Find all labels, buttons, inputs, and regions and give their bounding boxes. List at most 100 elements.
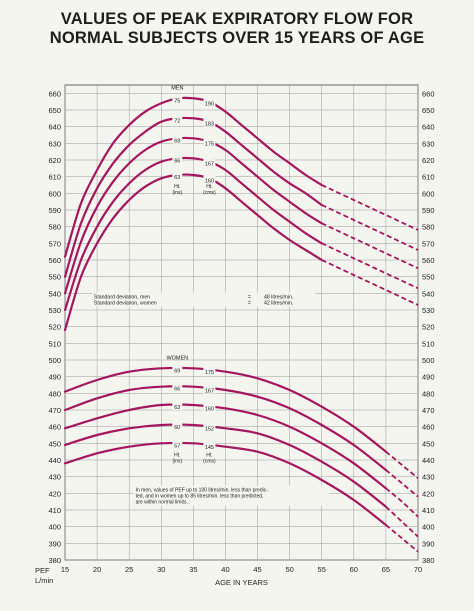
men-curve-63in: [63, 173, 323, 332]
men-label-gap: [172, 135, 183, 144]
y-tick-label-left: 550: [48, 273, 61, 282]
men-curve-69in-extrapolated: [321, 222, 419, 270]
y-tick-label-right: 560: [422, 256, 435, 265]
men-label-gap: [203, 138, 216, 147]
y-tick-label-right: 570: [422, 239, 435, 248]
y-tick-label-left: 430: [48, 473, 61, 482]
men-curve-75in-extrapolated: [321, 184, 419, 231]
y-tick-label-left: 530: [48, 306, 61, 315]
women-label-gap: [203, 423, 216, 432]
women-label-gap: [203, 367, 216, 375]
normal-limits-note-line: ted, and in women up to 85 litres/min. l…: [136, 494, 264, 500]
y-tick-label-right: 540: [422, 289, 435, 298]
women-label-gap: [172, 365, 183, 374]
men-ht-header: Ht.: [206, 184, 212, 190]
women-label-gap: [172, 383, 183, 392]
y-tick-label-left: 540: [48, 289, 61, 298]
women-ht-header: Ht.: [174, 452, 180, 458]
y-tick-label-left: 410: [48, 506, 61, 515]
y-tick-label-right: 410: [422, 506, 435, 515]
women-ht-header: Ht.: [206, 452, 212, 458]
y-tick-label-right: 640: [422, 123, 435, 132]
women-height-cms-label: 175: [205, 370, 214, 376]
sd-annotation-box: [92, 292, 316, 307]
y-tick-label-right: 520: [422, 323, 435, 332]
women-group-label: WOMEN: [166, 355, 188, 361]
y-tick-label-right: 550: [422, 273, 435, 282]
sd-men-label: Standard deviation, men: [94, 294, 150, 300]
men-label-gap: [203, 118, 216, 127]
women-label-gap: [172, 440, 183, 449]
women-label-gap: [172, 422, 183, 430]
men-height-cms-label: 160: [205, 178, 214, 184]
men-curve-63in-extrapolated: [321, 259, 419, 306]
sd-women-label: Standard deviation, women: [94, 300, 157, 306]
y-tick-label-right: 600: [422, 189, 435, 198]
y-tick-label-left: 640: [48, 123, 61, 132]
men-height-cms-label: 183: [205, 122, 214, 128]
y-tick-label-left: 660: [48, 89, 61, 98]
women-height-inches-label: 57: [174, 443, 180, 449]
men-ht-unit-cms: (cms): [203, 190, 216, 196]
men-height-cms-label: 190: [205, 102, 214, 108]
women-height-inches-label: 63: [174, 405, 180, 411]
chart-title-line-2: NORMAL SUBJECTS OVER 15 YEARS OF AGE: [49, 29, 425, 47]
y-tick-label-left: 560: [48, 256, 61, 265]
y-tick-label-left: 450: [48, 439, 61, 448]
x-tick-label: 65: [382, 565, 390, 574]
men-height-inches-label: 69: [174, 138, 180, 144]
x-tick-label: 55: [318, 565, 326, 574]
women-curve-66in-extrapolated: [385, 469, 419, 498]
y-tick-label-left: 590: [48, 206, 61, 215]
sd-men-value: 48 litres/min.: [264, 294, 293, 300]
y-tick-label-right: 510: [422, 339, 435, 348]
y-tick-label-left: 510: [48, 339, 61, 348]
normal-limits-note-line: are within normal limits.: [136, 500, 188, 506]
y-tick-label-left: 620: [48, 156, 61, 165]
women-height-cms-label: 160: [205, 407, 214, 413]
women-height-inches-label: 60: [174, 425, 180, 431]
y-tick-label-right: 450: [422, 439, 435, 448]
y-axis-label-unit: L/min: [35, 576, 53, 585]
y-tick-label-left: 570: [48, 239, 61, 248]
men-height-inches-label: 63: [174, 175, 180, 181]
y-tick-label-right: 390: [422, 539, 435, 548]
men-curve-66in: [63, 156, 323, 312]
x-tick-label: 20: [93, 565, 101, 574]
men-label-gap: [172, 95, 183, 104]
x-axis-label: AGE IN YEARS: [215, 578, 268, 587]
men-ht-header: Ht.: [174, 184, 180, 190]
y-tick-label-left: 650: [48, 106, 61, 115]
normal-limits-note-line: In men, values of PEF up to 100 litres/m…: [136, 488, 269, 494]
x-tick-label: 25: [125, 565, 133, 574]
y-tick-label-right: 440: [422, 456, 435, 465]
men-label-gap: [172, 155, 183, 164]
women-height-inches-label: 66: [174, 387, 180, 393]
men-label-gap: [203, 175, 216, 184]
y-tick-label-right: 470: [422, 406, 435, 415]
women-curve-66in: [63, 385, 387, 472]
y-tick-label-left: 520: [48, 323, 61, 332]
men-height-cms-label: 175: [205, 142, 214, 148]
women-curve-63in: [63, 403, 387, 490]
women-curve-57in-extrapolated: [385, 524, 419, 553]
women-curve-60in: [63, 423, 387, 508]
x-tick-label: 50: [285, 565, 293, 574]
men-height-inches-label: 72: [174, 118, 180, 124]
y-tick-label-right: 650: [422, 106, 435, 115]
y-tick-label-right: 480: [422, 389, 435, 398]
y-tick-label-left: 440: [48, 456, 61, 465]
y-tick-label-left: 580: [48, 223, 61, 232]
men-label-gap: [203, 158, 216, 167]
y-tick-label-right: 420: [422, 489, 435, 498]
y-tick-label-right: 580: [422, 223, 435, 232]
chart-title-line-1: VALUES OF PEAK EXPIRATORY FLOW FOR: [60, 10, 414, 28]
y-tick-label-left: 630: [48, 139, 61, 148]
y-tick-label-left: 420: [48, 489, 61, 498]
x-tick-label: 40: [221, 565, 229, 574]
y-tick-label-right: 530: [422, 306, 435, 315]
women-curve-60in-extrapolated: [385, 506, 419, 538]
sd-equals: =: [248, 294, 251, 300]
